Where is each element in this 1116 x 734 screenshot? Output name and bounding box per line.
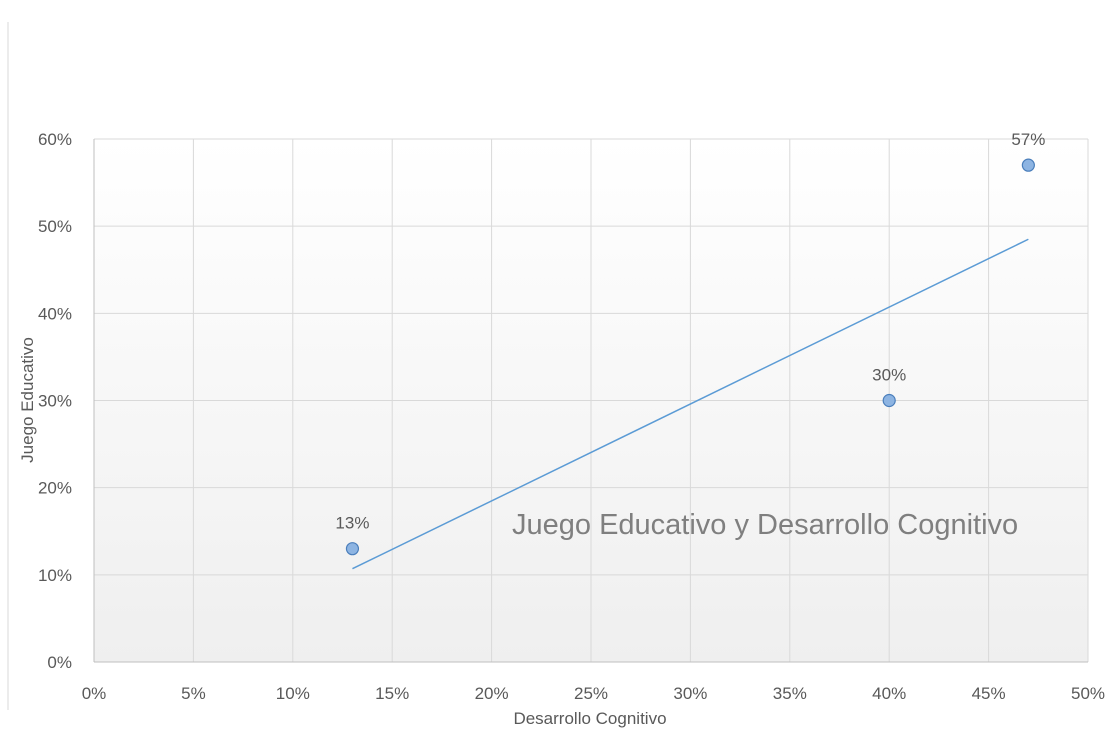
- x-tick-label: 45%: [972, 684, 1006, 703]
- y-tick-label: 20%: [38, 479, 72, 498]
- trendline: [352, 238, 1029, 570]
- axes: [93, 139, 1088, 663]
- x-tick-label: 20%: [475, 684, 509, 703]
- x-tick-label: 15%: [375, 684, 409, 703]
- x-tick-label: 40%: [872, 684, 906, 703]
- x-tick-label: 5%: [181, 684, 206, 703]
- y-tick-label: 30%: [38, 392, 72, 411]
- x-tick-label: 30%: [673, 684, 707, 703]
- x-tick-label: 10%: [276, 684, 310, 703]
- data-point: [345, 542, 360, 556]
- y-tick-label: 60%: [38, 130, 72, 149]
- data-series: [345, 158, 1035, 570]
- y-tick-label: 10%: [38, 566, 72, 585]
- x-tick-label: 25%: [574, 684, 608, 703]
- grid-lines: [94, 138, 1089, 662]
- data-label: 30%: [872, 366, 906, 385]
- data-point: [1021, 158, 1035, 172]
- y-tick-label: 50%: [38, 217, 72, 236]
- y-tick-label: 40%: [38, 304, 72, 323]
- y-tick-label: 0%: [47, 653, 72, 672]
- data-label: 13%: [335, 514, 369, 533]
- chart-title: Juego Educativo y Desarrollo Cognitivo: [512, 509, 1018, 541]
- x-axis-title: Desarrollo Cognitivo: [513, 709, 666, 728]
- x-tick-label: 35%: [773, 684, 807, 703]
- tick-labels: 0% 5% 10% 15% 20% 25% 30% 35% 40% 45% 50% 0% 10% 20% 3…: [38, 130, 1105, 703]
- data-point: [882, 393, 896, 408]
- x-tick-label: 0%: [82, 684, 107, 703]
- data-labels: 13% 30% 57%: [335, 130, 1045, 533]
- y-axis-title: Juego Educativo: [18, 337, 37, 463]
- data-label: 57%: [1011, 130, 1045, 149]
- x-tick-label: 50%: [1071, 684, 1105, 703]
